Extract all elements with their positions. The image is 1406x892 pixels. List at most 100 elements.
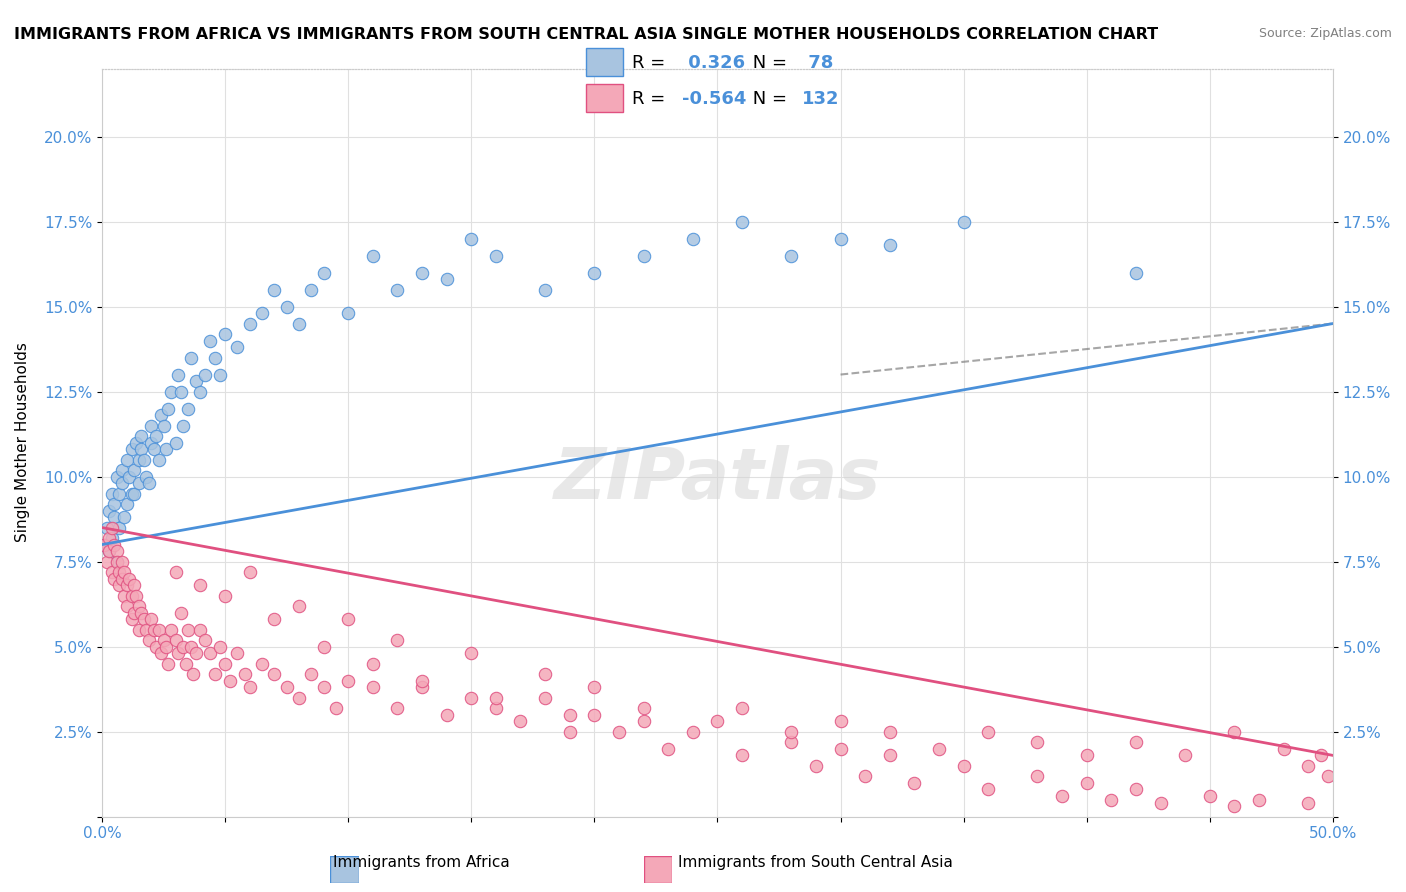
Point — [219, 673, 242, 688]
Point — [485, 690, 508, 705]
Point — [135, 469, 157, 483]
Point — [138, 476, 160, 491]
Point — [165, 565, 187, 579]
Point — [1026, 735, 1049, 749]
Point — [150, 646, 173, 660]
Point — [250, 306, 273, 320]
Point — [361, 248, 384, 262]
Point — [952, 758, 974, 772]
Point — [111, 555, 134, 569]
Point — [200, 334, 222, 348]
Point — [190, 623, 212, 637]
Point — [103, 538, 125, 552]
Point — [276, 300, 298, 314]
Point — [276, 681, 298, 695]
Point — [128, 599, 150, 613]
Point — [903, 775, 925, 789]
Bar — [586, 48, 623, 77]
Point — [361, 657, 384, 671]
Point — [111, 476, 134, 491]
Point — [98, 544, 121, 558]
Point — [121, 442, 143, 457]
Point — [226, 340, 249, 354]
Point — [682, 724, 704, 739]
Point — [174, 657, 197, 671]
Point — [93, 538, 115, 552]
Point — [98, 544, 121, 558]
Point — [411, 681, 433, 695]
Point — [115, 497, 138, 511]
Point — [361, 681, 384, 695]
Point — [263, 666, 285, 681]
Point — [167, 368, 190, 382]
Point — [583, 266, 606, 280]
Point — [214, 589, 236, 603]
Point — [111, 572, 134, 586]
Point — [583, 707, 606, 722]
Point — [148, 452, 170, 467]
Point — [460, 690, 482, 705]
Point — [190, 578, 212, 592]
Text: R =: R = — [633, 54, 671, 71]
Point — [780, 248, 803, 262]
Point — [128, 452, 150, 467]
Text: 0.326: 0.326 — [682, 54, 745, 71]
Point — [1298, 758, 1320, 772]
Point — [155, 442, 177, 457]
Point — [121, 486, 143, 500]
Point — [1076, 748, 1098, 763]
Point — [263, 612, 285, 626]
Point — [141, 435, 163, 450]
Point — [101, 520, 124, 534]
Point — [181, 666, 204, 681]
Point — [1174, 748, 1197, 763]
Point — [250, 657, 273, 671]
Text: -0.564: -0.564 — [682, 90, 747, 108]
Point — [1026, 769, 1049, 783]
Point — [138, 632, 160, 647]
Y-axis label: Single Mother Households: Single Mother Households — [15, 343, 30, 542]
Point — [155, 640, 177, 654]
Point — [607, 724, 630, 739]
Point — [184, 646, 207, 660]
Point — [204, 666, 226, 681]
Point — [460, 646, 482, 660]
Point — [1272, 741, 1295, 756]
Point — [131, 606, 153, 620]
Text: Immigrants from South Central Asia: Immigrants from South Central Asia — [678, 855, 953, 870]
Point — [115, 578, 138, 592]
Point — [131, 442, 153, 457]
Point — [121, 612, 143, 626]
Text: 78: 78 — [803, 54, 834, 71]
Point — [731, 748, 754, 763]
Point — [122, 486, 145, 500]
Point — [682, 231, 704, 245]
Point — [460, 231, 482, 245]
Point — [108, 565, 131, 579]
Point — [101, 565, 124, 579]
Point — [534, 283, 557, 297]
Point — [132, 452, 155, 467]
Point — [105, 544, 128, 558]
Point — [1298, 796, 1320, 810]
Point — [105, 555, 128, 569]
Point — [411, 673, 433, 688]
Point — [387, 700, 409, 714]
Point — [534, 666, 557, 681]
Bar — [586, 85, 623, 112]
Point — [194, 368, 217, 382]
Point — [952, 214, 974, 228]
Point — [118, 572, 141, 586]
Point — [122, 606, 145, 620]
Point — [780, 735, 803, 749]
Point — [96, 555, 118, 569]
Point — [142, 442, 165, 457]
Point — [226, 646, 249, 660]
Point — [167, 646, 190, 660]
Point — [172, 640, 194, 654]
Point — [780, 724, 803, 739]
Point — [105, 555, 128, 569]
Point — [1076, 775, 1098, 789]
Point — [141, 418, 163, 433]
Point — [1247, 792, 1270, 806]
